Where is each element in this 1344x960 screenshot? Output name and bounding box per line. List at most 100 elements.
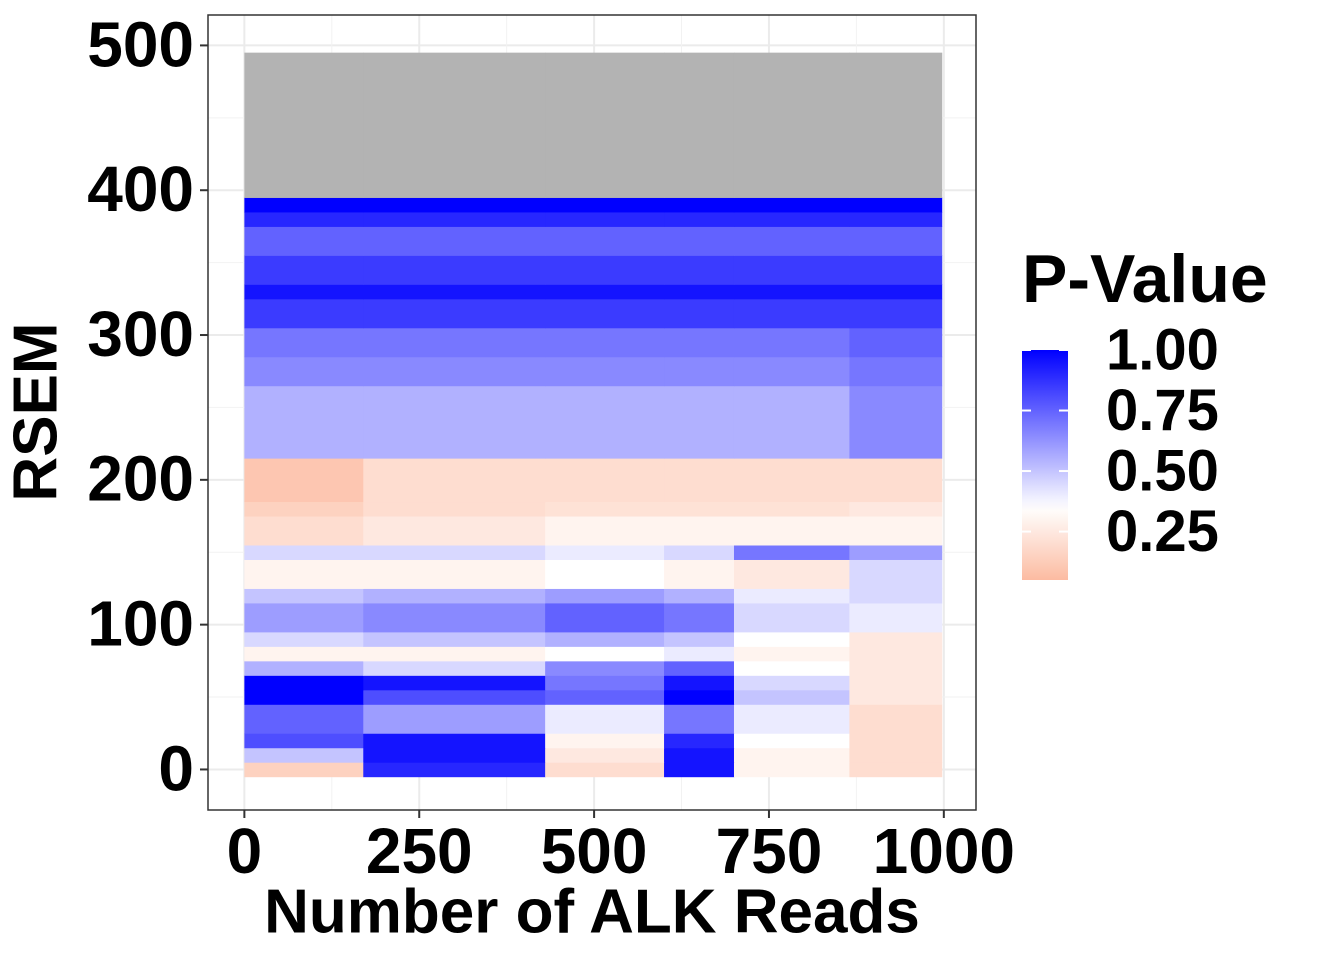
heatmap-tile [733, 327, 850, 358]
heatmap-tile [664, 704, 735, 734]
heatmap-tile [664, 762, 735, 778]
heatmap-tile [545, 284, 665, 300]
heatmap-tile [733, 675, 850, 691]
heatmap-tile [363, 646, 546, 662]
axes: 0 250 500 750 1000 0 100 200 300 400 500 [87, 8, 1015, 887]
heatmap-tile [363, 631, 546, 647]
heatmap-tile [363, 327, 546, 358]
heatmap-tile [244, 545, 364, 560]
heatmap-tile [363, 675, 546, 691]
heatmap-tile [363, 298, 546, 329]
heatmap-tile [545, 298, 665, 329]
x-tick-label: 250 [366, 815, 473, 887]
heatmap-tile [363, 516, 546, 546]
heatmap-tile [363, 660, 546, 676]
heatmap-tile [733, 602, 850, 633]
heatmap-tile [733, 559, 850, 589]
heatmap-tile [244, 675, 364, 691]
heatmap-tile [849, 356, 943, 387]
heatmap-tile [664, 298, 735, 329]
heatmap-tile [733, 197, 850, 213]
heatmap-tile [363, 559, 546, 589]
heatmap-tile [664, 675, 735, 691]
y-tick-label: 200 [87, 443, 194, 515]
heatmap-tile [545, 545, 665, 560]
heatmap-tile [849, 327, 943, 358]
legend-tick-label: 0.25 [1106, 499, 1219, 564]
heatmap-tile [244, 762, 364, 778]
heatmap-tile [363, 284, 546, 300]
heatmap-tile [244, 298, 364, 329]
legend: 0.250.500.751.00 [1022, 317, 1219, 580]
legend-tick-label: 1.00 [1106, 317, 1219, 382]
heatmap-tile [849, 545, 943, 560]
heatmap-tile [545, 516, 665, 546]
heatmap-tile [849, 631, 943, 647]
heatmap-tile [363, 356, 546, 387]
heatmap-tile [545, 689, 665, 705]
heatmap-tile [664, 733, 735, 749]
heatmap-tile [664, 660, 735, 676]
heatmap-tile [545, 255, 665, 285]
y-tick-label: 500 [87, 8, 194, 80]
heatmap-tile [664, 52, 735, 198]
heatmap-tile [849, 255, 943, 285]
heatmap-tile [545, 211, 665, 227]
heatmap-tile [849, 747, 943, 763]
legend-tick-label: 0.50 [1106, 438, 1219, 503]
heatmap-tile [664, 458, 735, 503]
heatmap-tile [664, 385, 735, 459]
heatmap-tile [545, 385, 665, 459]
heatmap-tile [733, 689, 850, 705]
heatmap-tile [733, 733, 850, 749]
heatmap-tile [363, 602, 546, 633]
heatmap-tile [733, 631, 850, 647]
heatmap-tile [849, 733, 943, 749]
heatmap-tile [363, 747, 546, 763]
heatmap-tile [545, 588, 665, 604]
heatmap-tile [849, 211, 943, 227]
heatmap-tile [733, 52, 850, 198]
heatmap-tile [545, 747, 665, 763]
y-tick-label: 400 [87, 153, 194, 225]
heatmap-tile [363, 704, 546, 734]
heatmap-tile [363, 762, 546, 778]
heatmap-tile [664, 689, 735, 705]
x-tick-label: 500 [541, 815, 648, 887]
heatmap-tile [244, 327, 364, 358]
heatmap-tile [244, 197, 364, 213]
heatmap-tile [733, 646, 850, 662]
legend-title: P-Value [1022, 241, 1268, 317]
heatmap-tile [545, 356, 665, 387]
heatmap-tile [733, 588, 850, 604]
heatmap-tile [733, 298, 850, 329]
heatmap-tile [849, 762, 943, 778]
heatmap-tile [849, 516, 943, 546]
heatmap-tile [244, 660, 364, 676]
x-axis-title: Number of ALK Reads [264, 877, 920, 946]
heatmap-tile [244, 356, 364, 387]
heatmap-tile [244, 458, 364, 503]
heatmap-tile [849, 385, 943, 459]
heatmap-tile [244, 284, 364, 300]
heatmap-tile [244, 385, 364, 459]
heatmap-tile [664, 559, 735, 589]
heatmap-tile [363, 545, 546, 560]
colorbar [1022, 350, 1068, 580]
heatmap-tile [545, 646, 665, 662]
heatmap-tile [363, 52, 546, 198]
heatmap-tile [244, 211, 364, 227]
heatmap-tile [244, 255, 364, 285]
heatmap-tile [733, 762, 850, 778]
y-tick-label: 300 [87, 298, 194, 370]
heatmap-tile [849, 602, 943, 633]
heatmap-tile [733, 211, 850, 227]
heatmap-tile [545, 762, 665, 778]
heatmap-tile [664, 211, 735, 227]
heatmap-tile [664, 747, 735, 763]
heatmap-tile [545, 327, 665, 358]
heatmap-tile [733, 545, 850, 560]
heatmap-tile [545, 559, 665, 589]
heatmap-tile [244, 52, 364, 198]
heatmap-tile [664, 226, 735, 256]
